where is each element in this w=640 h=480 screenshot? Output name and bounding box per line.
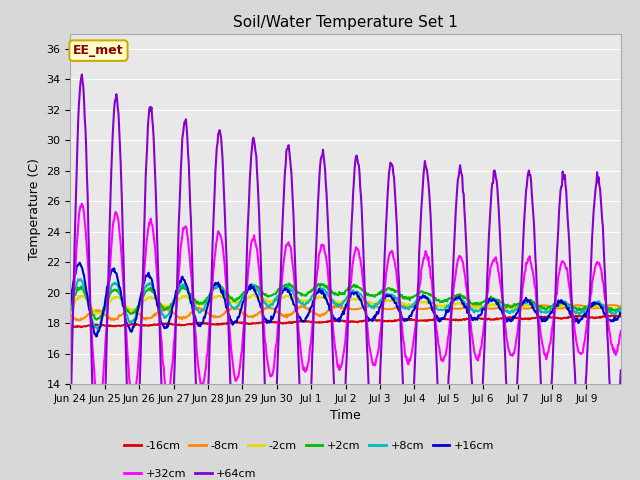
+2cm xyxy=(404,296,412,302)
+32cm xyxy=(234,374,241,380)
-8cm xyxy=(260,306,268,312)
+2cm xyxy=(233,296,241,301)
Line: +16cm: +16cm xyxy=(70,263,621,336)
+16cm xyxy=(67,302,74,308)
+32cm xyxy=(617,328,625,334)
+8cm xyxy=(132,312,140,318)
-16cm xyxy=(604,312,612,318)
+32cm xyxy=(132,380,140,385)
+16cm xyxy=(617,310,625,316)
Text: EE_met: EE_met xyxy=(73,44,124,57)
-16cm xyxy=(132,321,140,327)
+8cm xyxy=(94,326,102,332)
+16cm xyxy=(92,334,100,339)
+2cm xyxy=(67,308,74,314)
+2cm xyxy=(435,297,442,303)
+8cm xyxy=(404,305,412,311)
Line: +32cm: +32cm xyxy=(70,204,621,409)
-8cm xyxy=(609,302,616,308)
+8cm xyxy=(67,308,74,313)
Title: Soil/Water Temperature Set 1: Soil/Water Temperature Set 1 xyxy=(233,15,458,30)
+64cm xyxy=(404,452,412,457)
-2cm xyxy=(233,300,241,306)
+16cm xyxy=(76,260,84,265)
-16cm xyxy=(67,323,74,329)
-2cm xyxy=(404,302,412,308)
Line: +64cm: +64cm xyxy=(70,74,621,480)
+2cm xyxy=(617,306,625,312)
-8cm xyxy=(132,308,140,314)
-2cm xyxy=(67,308,74,313)
-16cm xyxy=(233,320,241,325)
Line: +2cm: +2cm xyxy=(70,284,621,320)
-2cm xyxy=(250,291,257,297)
+32cm xyxy=(78,201,86,206)
+8cm xyxy=(617,306,625,312)
-8cm xyxy=(67,312,74,318)
+64cm xyxy=(234,474,241,480)
-2cm xyxy=(282,293,289,299)
+8cm xyxy=(234,302,241,308)
+16cm xyxy=(234,314,241,320)
+8cm xyxy=(77,276,84,282)
+32cm xyxy=(404,360,412,366)
+64cm xyxy=(435,407,442,413)
Line: +8cm: +8cm xyxy=(70,279,621,329)
+16cm xyxy=(282,285,289,291)
-8cm xyxy=(617,304,625,310)
+32cm xyxy=(282,245,289,251)
-2cm xyxy=(617,305,625,311)
+32cm xyxy=(95,407,103,412)
X-axis label: Time: Time xyxy=(330,409,361,422)
+64cm xyxy=(282,162,289,168)
+64cm xyxy=(78,72,86,77)
Line: -8cm: -8cm xyxy=(70,305,621,321)
-8cm xyxy=(281,314,289,320)
-16cm xyxy=(403,316,411,322)
+64cm xyxy=(261,385,269,391)
+2cm xyxy=(281,282,289,288)
-8cm xyxy=(233,305,241,311)
+2cm xyxy=(132,307,140,313)
+32cm xyxy=(435,342,442,348)
-2cm xyxy=(132,307,140,313)
+8cm xyxy=(261,300,269,305)
-16cm xyxy=(77,324,85,330)
-16cm xyxy=(281,320,289,326)
+64cm xyxy=(617,368,625,373)
+32cm xyxy=(261,338,269,344)
+2cm xyxy=(260,291,268,297)
Y-axis label: Temperature (C): Temperature (C) xyxy=(28,158,41,260)
+2cm xyxy=(92,317,100,323)
+16cm xyxy=(132,316,140,322)
+8cm xyxy=(435,307,442,312)
+2cm xyxy=(285,281,293,287)
Legend: +32cm, +64cm: +32cm, +64cm xyxy=(120,465,261,480)
-16cm xyxy=(617,313,625,319)
-16cm xyxy=(260,319,268,325)
-8cm xyxy=(403,303,411,309)
+8cm xyxy=(282,284,289,289)
-8cm xyxy=(434,303,442,309)
-2cm xyxy=(435,303,442,309)
-2cm xyxy=(261,296,269,302)
+64cm xyxy=(132,478,140,480)
+16cm xyxy=(261,315,269,321)
-16cm xyxy=(434,316,442,322)
-2cm xyxy=(92,311,100,317)
+32cm xyxy=(67,353,74,359)
Line: -2cm: -2cm xyxy=(70,294,621,314)
+16cm xyxy=(404,317,412,323)
Line: -16cm: -16cm xyxy=(70,315,621,327)
+16cm xyxy=(435,315,442,321)
-8cm xyxy=(76,318,84,324)
+64cm xyxy=(67,415,74,420)
